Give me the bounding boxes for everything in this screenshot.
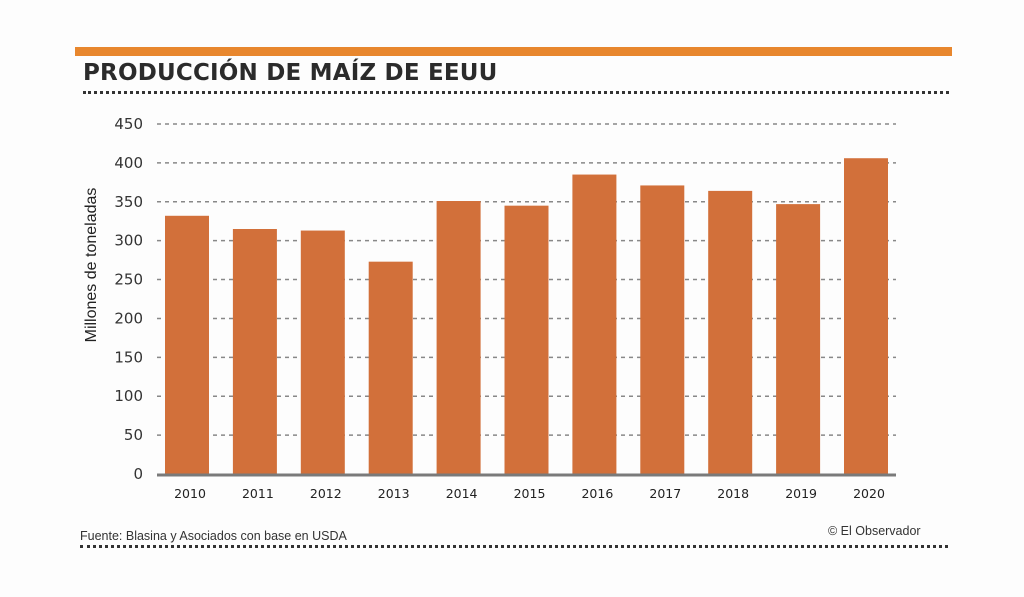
y-tick-label: 300 [114, 232, 143, 250]
bar-2020 [844, 158, 888, 474]
bar-2017 [640, 185, 685, 474]
bar-2019 [776, 204, 821, 474]
bar-2015 [504, 205, 549, 474]
bar-layer [165, 158, 888, 475]
chart-title: PRODUCCIÓN DE MAÍZ DE EEUU [83, 60, 498, 86]
bar-2012 [300, 230, 345, 474]
bar-2011 [232, 229, 277, 474]
y-tick-label: 100 [114, 387, 143, 405]
x-tick-label: 2011 [242, 486, 274, 501]
footer-divider [80, 545, 948, 548]
x-tick-label: 2010 [174, 486, 206, 501]
y-tick-label: 200 [114, 309, 143, 327]
y-tick-label: 250 [114, 271, 143, 289]
x-tick-label: 2020 [853, 486, 885, 501]
title-divider [83, 91, 949, 94]
bar-2010 [165, 215, 209, 474]
y-tick-label: 150 [114, 348, 143, 366]
bar-2013 [368, 261, 413, 474]
y-tick-label: 400 [114, 154, 143, 172]
y-tick-label: 450 [114, 115, 143, 133]
x-tick-label: 2013 [378, 486, 410, 501]
credit-note: © El Observador [828, 524, 921, 538]
x-tick-label: 2018 [717, 486, 749, 501]
bar-2014 [436, 201, 481, 474]
y-tick-label: 350 [114, 193, 143, 211]
y-tick-label: 50 [124, 426, 143, 444]
x-tick-label: 2014 [446, 486, 478, 501]
x-tick-label: 2019 [785, 486, 817, 501]
y-axis-label: Millones de toneladas [83, 188, 100, 343]
x-tick-labels: 2010 2011 2012 2013 2014 2015 2016 2017 2018 2019… [174, 486, 885, 501]
x-tick-label: 2015 [514, 486, 546, 501]
y-tick-labels: 0 50 100 150 200 250 300 350 400 450 [114, 115, 143, 483]
y-tick-label: 0 [133, 465, 143, 483]
bar-2018 [708, 190, 753, 474]
x-tick-label: 2017 [649, 486, 681, 501]
top-accent-bar [75, 47, 952, 56]
source-note: Fuente: Blasina y Asociados con base en … [80, 529, 347, 543]
x-tick-label: 2016 [581, 486, 613, 501]
bar-2016 [572, 174, 617, 475]
x-tick-label: 2012 [310, 486, 342, 501]
